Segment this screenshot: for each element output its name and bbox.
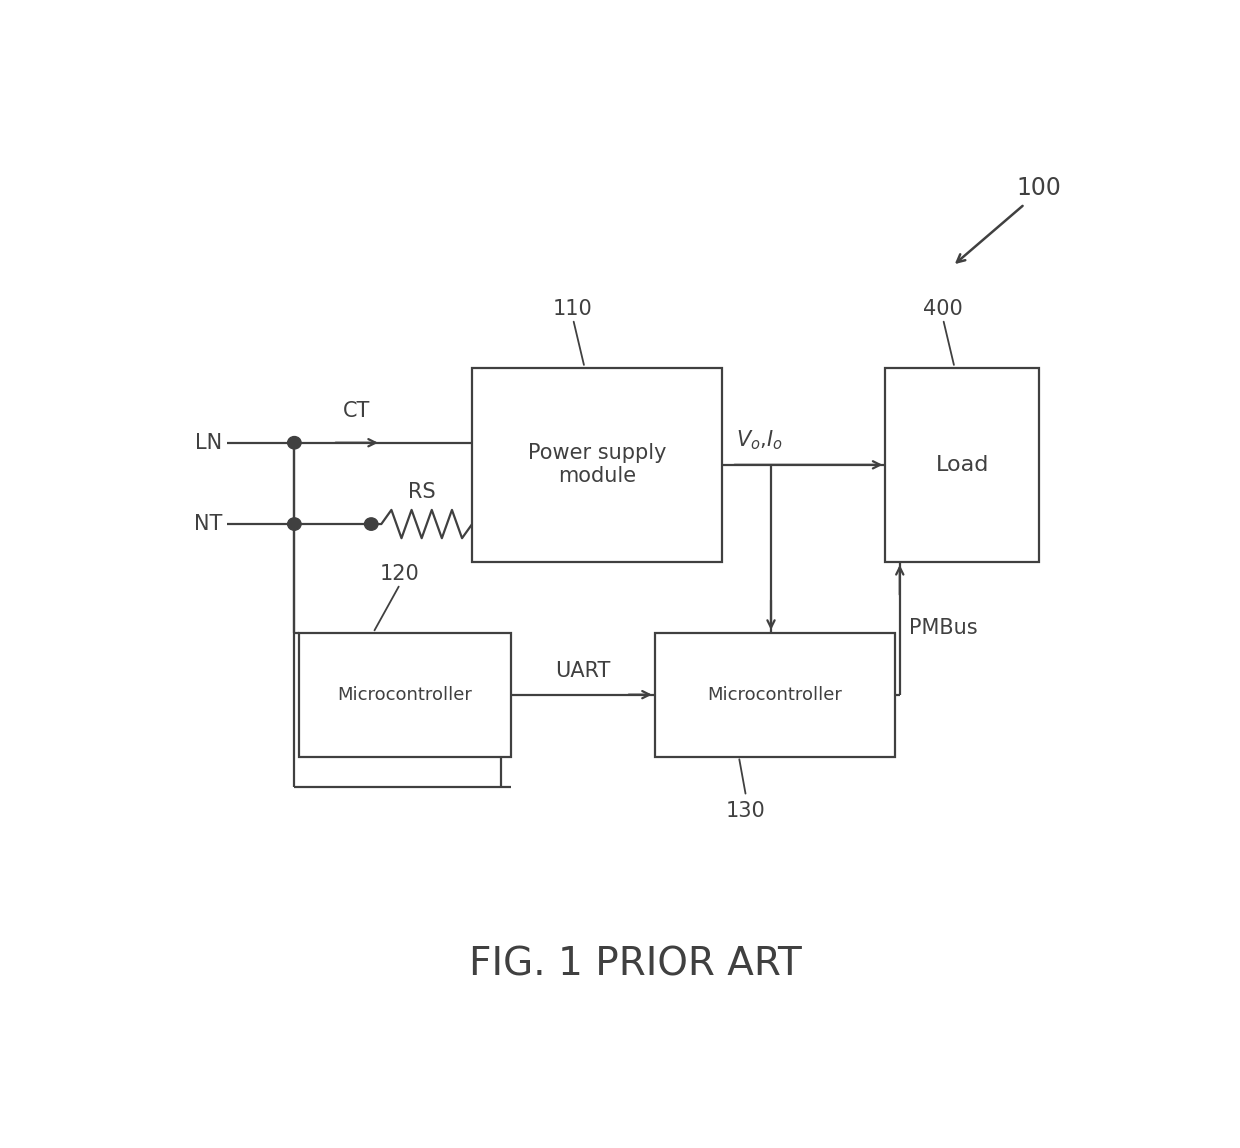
FancyBboxPatch shape (655, 633, 895, 757)
FancyBboxPatch shape (299, 633, 511, 757)
Circle shape (288, 518, 301, 530)
Text: FIG. 1 PRIOR ART: FIG. 1 PRIOR ART (469, 945, 802, 984)
Text: LN: LN (195, 433, 222, 452)
FancyBboxPatch shape (885, 367, 1039, 563)
Text: RS: RS (408, 482, 435, 502)
Text: Load: Load (935, 455, 990, 475)
Circle shape (365, 518, 378, 530)
Text: PMBus: PMBus (909, 619, 978, 638)
Text: CT: CT (342, 401, 370, 420)
Text: 130: 130 (727, 801, 766, 821)
Text: Power supply
module: Power supply module (528, 443, 666, 487)
Text: 120: 120 (381, 564, 420, 584)
Text: NT: NT (193, 514, 222, 534)
Text: Microcontroller: Microcontroller (707, 685, 842, 704)
Text: UART: UART (556, 661, 610, 682)
Text: 100: 100 (1017, 176, 1061, 200)
Text: Microcontroller: Microcontroller (337, 685, 472, 704)
Text: 400: 400 (923, 298, 963, 319)
Circle shape (288, 436, 301, 449)
Text: 110: 110 (553, 298, 593, 319)
Text: $V_o$,$I_o$: $V_o$,$I_o$ (737, 428, 784, 451)
FancyBboxPatch shape (472, 367, 722, 563)
